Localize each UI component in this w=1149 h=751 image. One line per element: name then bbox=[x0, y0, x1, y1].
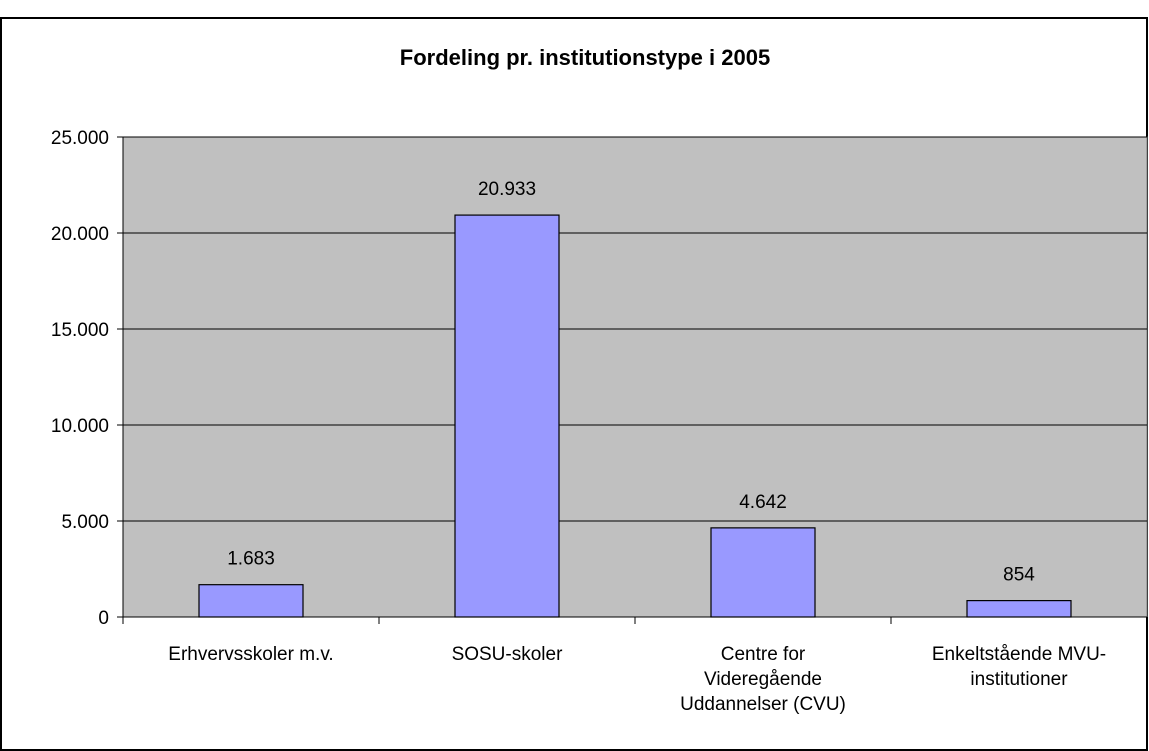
data-label: 854 bbox=[1003, 565, 1035, 586]
x-tick-label: Centre for Videregående Uddannelser (CVU) bbox=[680, 644, 846, 715]
x-tick-label: SOSU-skoler bbox=[452, 644, 564, 665]
bar bbox=[966, 600, 1072, 618]
y-tick-label: 10.000 bbox=[51, 416, 109, 437]
bar bbox=[710, 527, 816, 618]
bar bbox=[198, 584, 304, 618]
bar bbox=[454, 214, 560, 618]
chart-title: Fordeling pr. institutionstype i 2005 bbox=[400, 45, 770, 70]
data-label: 20.933 bbox=[478, 179, 536, 200]
data-label: 1.683 bbox=[227, 549, 275, 570]
plot-area bbox=[122, 136, 1148, 618]
x-tick-label: Enkeltstående MVU-institutioner bbox=[932, 644, 1106, 690]
y-tick-label: 20.000 bbox=[51, 224, 109, 245]
y-tick-label: 0 bbox=[98, 608, 109, 629]
y-tick-label: 15.000 bbox=[51, 320, 109, 341]
x-tick-label: Erhvervsskoler m.v. bbox=[168, 644, 333, 665]
y-tick-label: 5.000 bbox=[61, 512, 109, 533]
data-label: 4.642 bbox=[739, 492, 787, 513]
y-tick-label: 25.000 bbox=[51, 128, 109, 149]
